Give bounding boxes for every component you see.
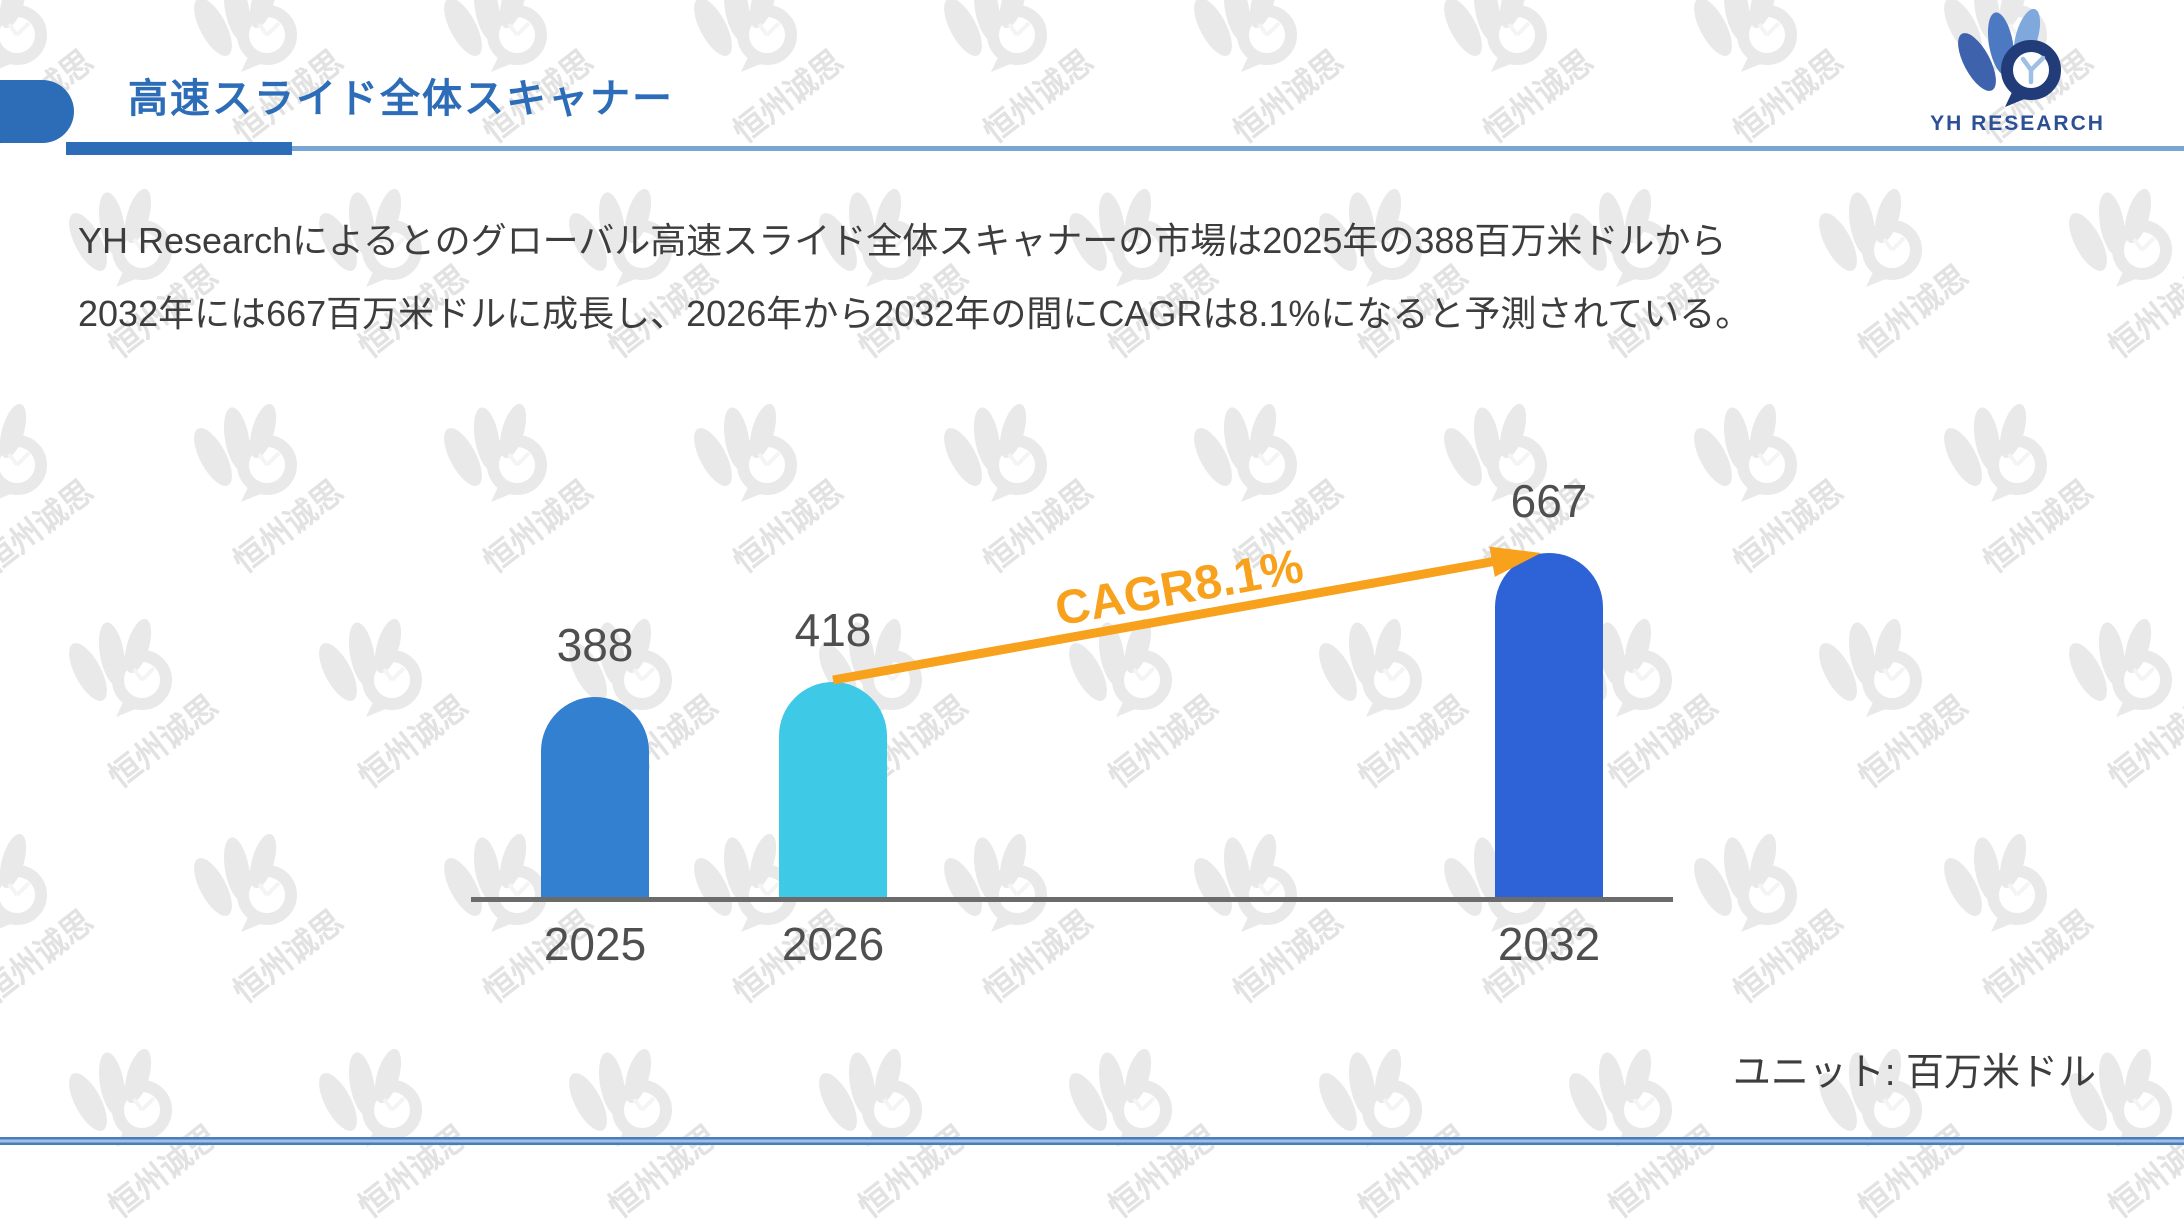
cagr-arrow-line: [832, 554, 1509, 685]
market-bar-chart: 388 2025 418 2026 667 2032 CAGR8.1%: [471, 476, 1673, 970]
logo-wordmark: YH RESEARCH: [1930, 112, 2105, 135]
bottom-divider: [0, 1137, 2184, 1145]
summary-line-2: 2032年には667百万米ドルに成長し、2026年から2032年の間にCAGRは…: [78, 293, 1752, 334]
x-tick-label-2032: 2032: [1497, 918, 1601, 970]
header-underline-thick: [66, 142, 292, 155]
x-axis-line: [471, 897, 1673, 902]
title-badge-shape: [0, 80, 74, 143]
page-title: 高速スライド全体スキャナー: [128, 77, 674, 121]
header-underline-thin: [292, 146, 2184, 151]
bar-2025: [541, 697, 649, 897]
cagr-arrow: CAGR8.1%: [832, 540, 1541, 685]
bar-2026: [779, 682, 887, 897]
x-tick-label-2026: 2026: [781, 918, 885, 970]
unit-note: ユニット: 百万米ドル: [1732, 1052, 2096, 1094]
cagr-arrowhead: [1489, 546, 1541, 577]
x-tick-label-2025: 2025: [543, 918, 647, 970]
